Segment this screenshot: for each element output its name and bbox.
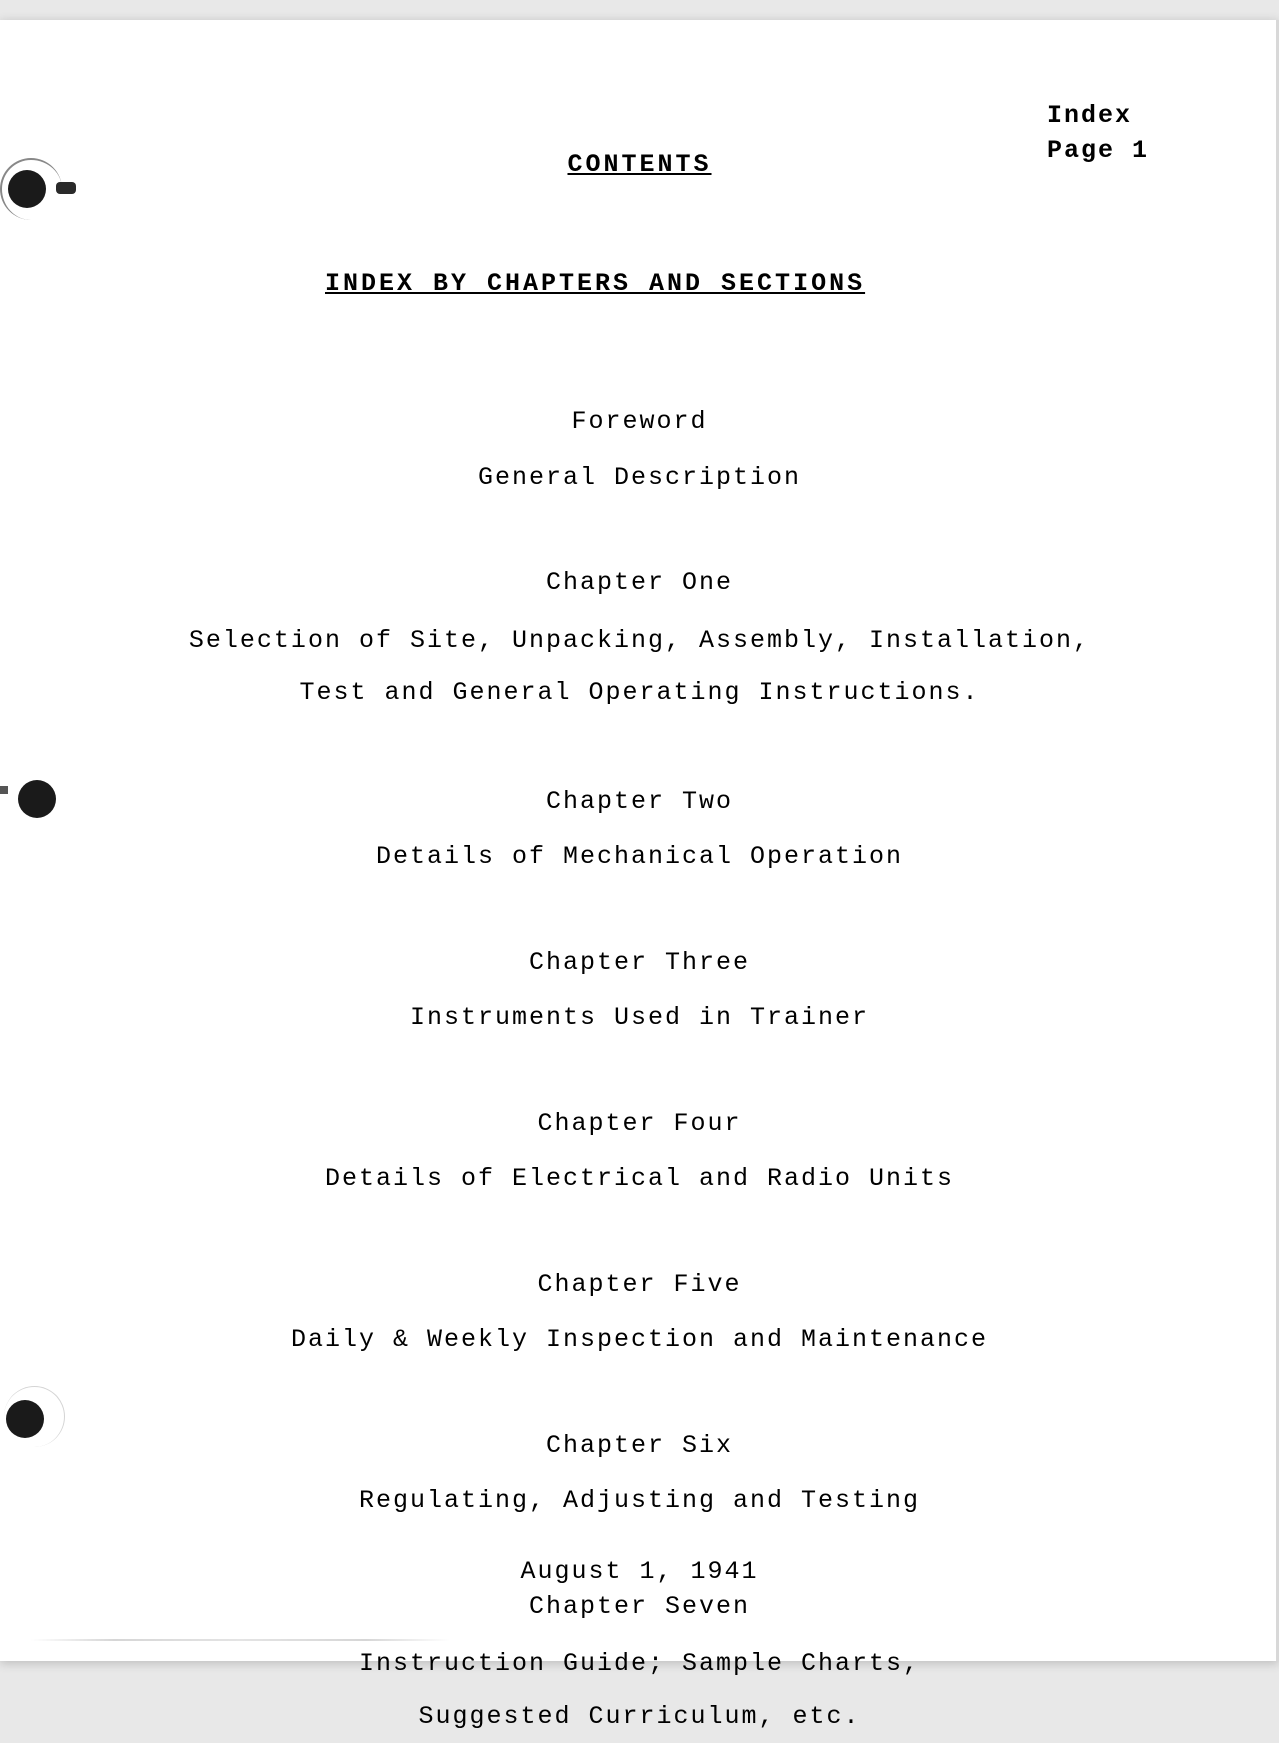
section-heading-ch7: Chapter Seven [80, 1583, 1199, 1631]
footer-date: August 1, 1941 [0, 1557, 1279, 1586]
section-heading-foreword: Foreword [80, 398, 1199, 446]
contents-title: CONTENTS [80, 150, 1199, 179]
section-description: General Description [80, 454, 1199, 502]
section-heading-ch3: Chapter Three [80, 939, 1199, 987]
section-description-line: Test and General Operating Instructions. [80, 667, 1199, 720]
index-subtitle: INDEX BY CHAPTERS AND SECTIONS [325, 269, 1199, 298]
section-heading-ch6: Chapter Six [80, 1422, 1199, 1470]
section-description: Selection of Site, Unpacking, Assembly, … [80, 615, 1199, 720]
punch-hole-artifact [18, 780, 56, 818]
section-heading-ch4: Chapter Four [80, 1100, 1199, 1148]
section-description-line: Selection of Site, Unpacking, Assembly, … [80, 615, 1199, 668]
punch-hole-artifact [6, 1400, 44, 1438]
section-description: Details of Mechanical Operation [80, 833, 1199, 881]
section-description: Daily & Weekly Inspection and Maintenanc… [80, 1316, 1199, 1364]
section-description: Instruments Used in Trainer [80, 994, 1199, 1042]
document-page: Index Page 1 CONTENTS INDEX BY CHAPTERS … [0, 20, 1279, 1661]
section-heading-ch2: Chapter Two [80, 778, 1199, 826]
section-description: Details of Electrical and Radio Units [80, 1155, 1199, 1203]
section-description: Instruction Guide; Sample Charts, Sugges… [80, 1638, 1199, 1743]
section-description: Regulating, Adjusting and Testing [80, 1477, 1199, 1525]
punch-hole-artifact [8, 170, 46, 208]
section-description-line: Suggested Curriculum, etc. [80, 1691, 1199, 1743]
header-line-1: Index [1047, 98, 1149, 133]
section-heading-ch1: Chapter One [80, 559, 1199, 607]
section-heading-ch5: Chapter Five [80, 1261, 1199, 1309]
header-line-2: Page 1 [1047, 133, 1149, 168]
page-header-index: Index Page 1 [1047, 98, 1149, 168]
content-body: Foreword General Description Chapter One… [80, 398, 1199, 1743]
section-description-line: Instruction Guide; Sample Charts, [80, 1638, 1199, 1691]
